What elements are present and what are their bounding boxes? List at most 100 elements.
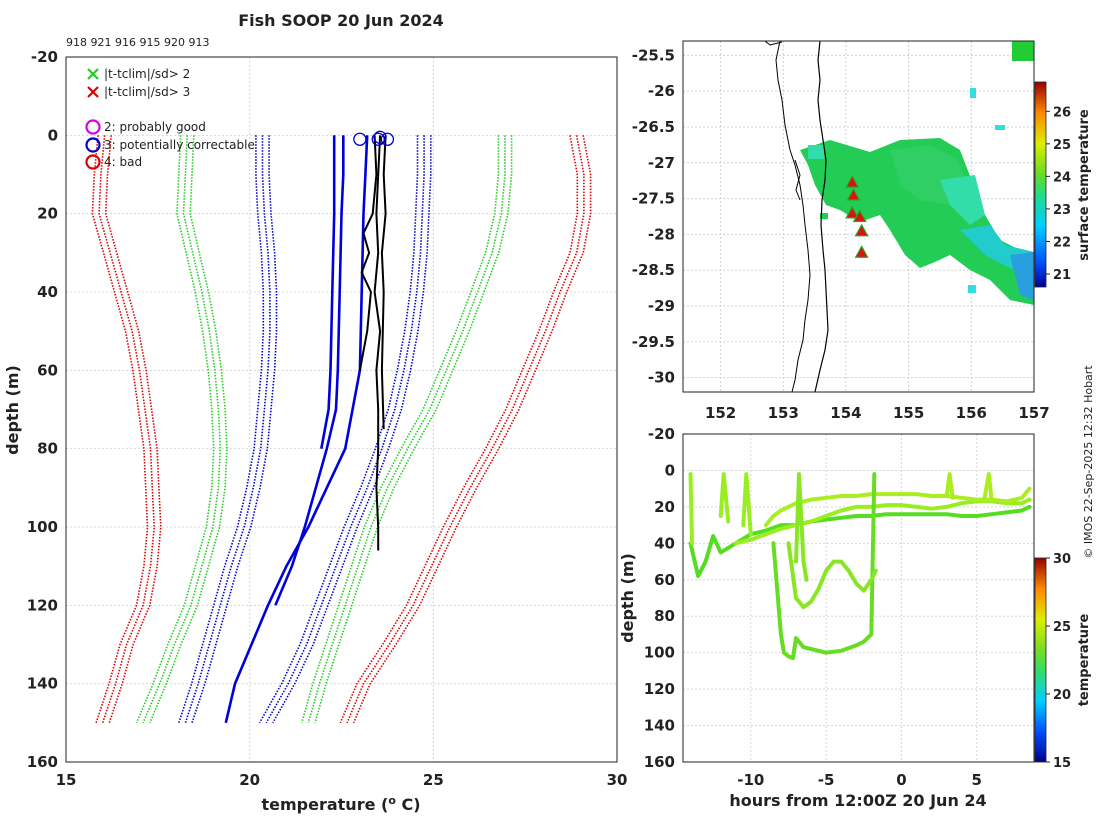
track-mld-b xyxy=(733,497,1032,546)
section-ytick-2: 20 xyxy=(654,498,675,516)
clim-line-+2sd-0 xyxy=(301,135,500,724)
legend-marker-2 xyxy=(85,119,101,135)
track-bump xyxy=(786,541,878,610)
temp-cb-tick-0: 15 xyxy=(1053,756,1071,771)
drop-triangle-2 xyxy=(845,205,860,219)
section-ylabel: depth (m) xyxy=(618,553,637,643)
sst-cb-tick-0: 21 xyxy=(1053,268,1071,283)
sst-patch-ne xyxy=(1012,41,1034,61)
surface-marker-0 xyxy=(353,132,367,146)
sst-patch-blue xyxy=(1010,252,1034,300)
surface-marker-3 xyxy=(380,132,395,146)
clim-line-+2sd-1 xyxy=(307,135,506,724)
section-xtick-1: -5 xyxy=(818,771,835,789)
legend-marker-4 xyxy=(85,154,101,170)
map-ytick-3: -27 xyxy=(648,154,675,172)
clim-line-+2sd-2 xyxy=(314,135,513,724)
map-xtick-5: 157 xyxy=(1018,404,1049,422)
section-ytick-4: 60 xyxy=(654,571,675,589)
map-ytick-2: -26.5 xyxy=(632,118,675,136)
drop-triangle-5 xyxy=(854,245,869,258)
coastline-north xyxy=(764,41,783,46)
temp-colorbar xyxy=(1034,557,1047,763)
sst-colorbar-label: surface temperature xyxy=(1077,109,1092,261)
profile-ytick-7: 120 xyxy=(27,596,58,614)
legend-marker-3 xyxy=(85,137,101,153)
clim-line--2sd-1 xyxy=(142,135,222,724)
sst-colorbar xyxy=(1034,81,1047,288)
section-xtick-3: 5 xyxy=(972,771,982,789)
profile-ytick-8: 140 xyxy=(27,675,58,693)
map-panel: 152 153 154 155 156 157 -25.5 -26 -26.5 -27 -27.5 -… xyxy=(632,40,1092,422)
sst-patch-cyan xyxy=(940,175,985,225)
clim-line--3sd-0 xyxy=(91,135,149,724)
legend-label-3: 3: potentially correctable xyxy=(104,138,255,152)
track-deep xyxy=(771,472,877,661)
profile-ytick-4: 60 xyxy=(37,361,58,379)
clim-line-+3sd-2 xyxy=(352,135,592,724)
clim-line--1sd-1 xyxy=(184,135,271,724)
sst-pixel-d xyxy=(820,213,828,219)
sst-cb-tick-1: 22 xyxy=(1053,235,1071,250)
profile-grid xyxy=(65,56,618,763)
section-ytick-8: 140 xyxy=(644,717,675,735)
map-ytick-1: -26 xyxy=(648,82,675,100)
sst-field xyxy=(800,41,1034,305)
temp-cb-tick-3: 30 xyxy=(1053,552,1071,567)
map-xtick-0: 152 xyxy=(705,404,736,422)
surface-marker-1 xyxy=(371,132,385,146)
track-spike6 xyxy=(688,472,694,546)
map-ytick-5: -28 xyxy=(648,225,675,243)
section-xtick-0: -10 xyxy=(737,771,764,789)
map-ytick-4: -27.5 xyxy=(632,190,675,208)
track-spike5 xyxy=(982,472,994,504)
legend-label-0: |t-tclim|/sd> 2 xyxy=(104,67,190,81)
section-xlabel: hours from 12:00Z 20 Jun 24 xyxy=(729,791,986,810)
profile-xlabel: temperature (o C) xyxy=(261,794,420,814)
profile-ytick-3: 40 xyxy=(37,283,58,301)
sst-patch-main xyxy=(800,138,1034,305)
clim-line-+3sd-1 xyxy=(346,135,585,724)
sst-pixel-c xyxy=(968,285,976,293)
legend-marker-1 xyxy=(87,86,99,98)
profile-xtick-1: 20 xyxy=(239,771,260,789)
section-axes-frame xyxy=(682,433,1035,763)
section-xtick-2: 0 xyxy=(896,771,906,789)
map-ytick-8: -29.5 xyxy=(632,333,675,351)
clim-line--2sd-2 xyxy=(149,135,228,724)
climatology-lines xyxy=(91,135,592,724)
track-spike3 xyxy=(718,472,731,524)
legend-label-2: 2: probably good xyxy=(104,120,206,134)
sst-colorbar-ticks: 21 22 23 24 25 26 xyxy=(1046,105,1071,283)
profile-panel: Fish SOOP 20 Jun 2024 918 921 916 915 92… xyxy=(3,11,627,814)
temp-colorbar-ticks: 15 20 25 30 xyxy=(1046,552,1071,771)
profile-ylabel: depth (m) xyxy=(3,365,22,455)
profile-ytick-6: 100 xyxy=(27,518,58,536)
section-tracks xyxy=(688,472,1032,661)
sst-pixel-e xyxy=(830,185,838,190)
map-xtick-4: 156 xyxy=(956,404,987,422)
profile-ytick-2: 20 xyxy=(37,205,58,223)
section-ytick-1: 0 xyxy=(665,461,675,479)
sst-cb-tick-2: 23 xyxy=(1053,203,1071,218)
drop-triangle-3 xyxy=(852,209,867,223)
sst-cb-tick-3: 24 xyxy=(1053,170,1071,185)
section-ytick-6: 100 xyxy=(644,644,675,662)
track-spike4 xyxy=(944,472,955,500)
temp-cb-tick-1: 20 xyxy=(1053,688,1071,703)
track-mld-a xyxy=(688,504,1032,579)
map-ytick-7: -29 xyxy=(648,297,675,315)
profile-ytick-5: 80 xyxy=(37,440,58,458)
clim-line-+1sd-2 xyxy=(272,135,432,724)
section-ytick-0: -20 xyxy=(648,425,675,443)
map-xtick-2: 154 xyxy=(830,404,861,422)
section-ytick-5: 80 xyxy=(654,607,675,625)
drop-triangle-0 xyxy=(845,174,860,188)
observed-profiles xyxy=(224,135,387,724)
observed-drop-c xyxy=(320,135,336,449)
observed-drop-a xyxy=(224,135,369,724)
legend-label-4: 4: bad xyxy=(104,155,142,169)
map-ticks: 152 153 154 155 156 157 -25.5 -26 -26.5 -27 -27.5 -… xyxy=(632,46,1050,422)
observed-drop-d xyxy=(373,135,382,551)
